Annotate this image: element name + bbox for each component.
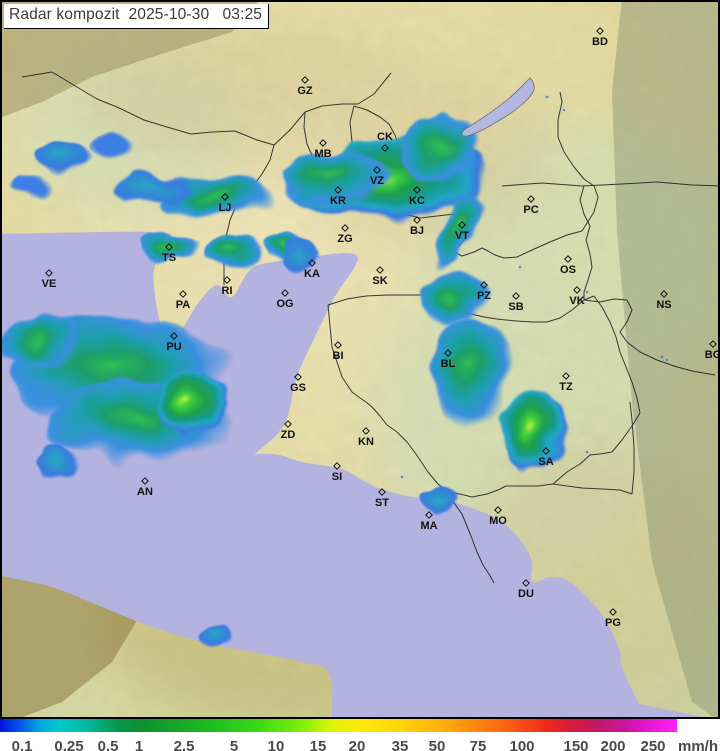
svg-text:PA: PA bbox=[176, 299, 191, 311]
svg-text:VZ: VZ bbox=[370, 175, 384, 187]
svg-text:NS: NS bbox=[656, 299, 671, 311]
svg-text:BD: BD bbox=[592, 36, 608, 48]
svg-text:CK: CK bbox=[377, 131, 393, 143]
svg-text:TS: TS bbox=[162, 252, 176, 264]
svg-text:SI: SI bbox=[332, 471, 342, 483]
svg-text:PZ: PZ bbox=[477, 290, 491, 302]
svg-text:KN: KN bbox=[358, 436, 374, 448]
svg-text:TZ: TZ bbox=[559, 381, 573, 393]
svg-text:GS: GS bbox=[290, 382, 306, 394]
svg-text:BI: BI bbox=[333, 350, 344, 362]
svg-text:ZG: ZG bbox=[337, 233, 352, 245]
svg-text:PG: PG bbox=[605, 617, 621, 629]
svg-text:VT: VT bbox=[455, 230, 469, 242]
svg-text:KA: KA bbox=[304, 268, 320, 280]
svg-text:SB: SB bbox=[508, 301, 523, 313]
svg-text:RI: RI bbox=[222, 285, 233, 297]
svg-text:LJ: LJ bbox=[219, 202, 232, 214]
svg-text:OG: OG bbox=[276, 298, 293, 310]
svg-text:AN: AN bbox=[137, 486, 153, 498]
svg-text:MA: MA bbox=[420, 520, 437, 532]
svg-text:PC: PC bbox=[523, 204, 538, 216]
svg-text:BJ: BJ bbox=[410, 225, 424, 237]
svg-text:SK: SK bbox=[372, 275, 387, 287]
svg-text:MO: MO bbox=[489, 515, 507, 527]
svg-text:SA: SA bbox=[538, 456, 553, 468]
svg-text:ZD: ZD bbox=[281, 429, 296, 441]
svg-text:GZ: GZ bbox=[297, 85, 313, 97]
svg-text:VK: VK bbox=[569, 295, 584, 307]
svg-text:DU: DU bbox=[518, 588, 534, 600]
svg-text:BL: BL bbox=[441, 358, 456, 370]
svg-text:PU: PU bbox=[166, 341, 181, 353]
svg-text:MB: MB bbox=[314, 148, 331, 160]
svg-text:VE: VE bbox=[42, 278, 57, 290]
svg-text:ST: ST bbox=[375, 497, 389, 509]
svg-text:BG: BG bbox=[705, 349, 720, 361]
svg-text:OS: OS bbox=[560, 264, 576, 276]
svg-text:KR: KR bbox=[330, 195, 346, 207]
svg-text:KC: KC bbox=[409, 195, 425, 207]
